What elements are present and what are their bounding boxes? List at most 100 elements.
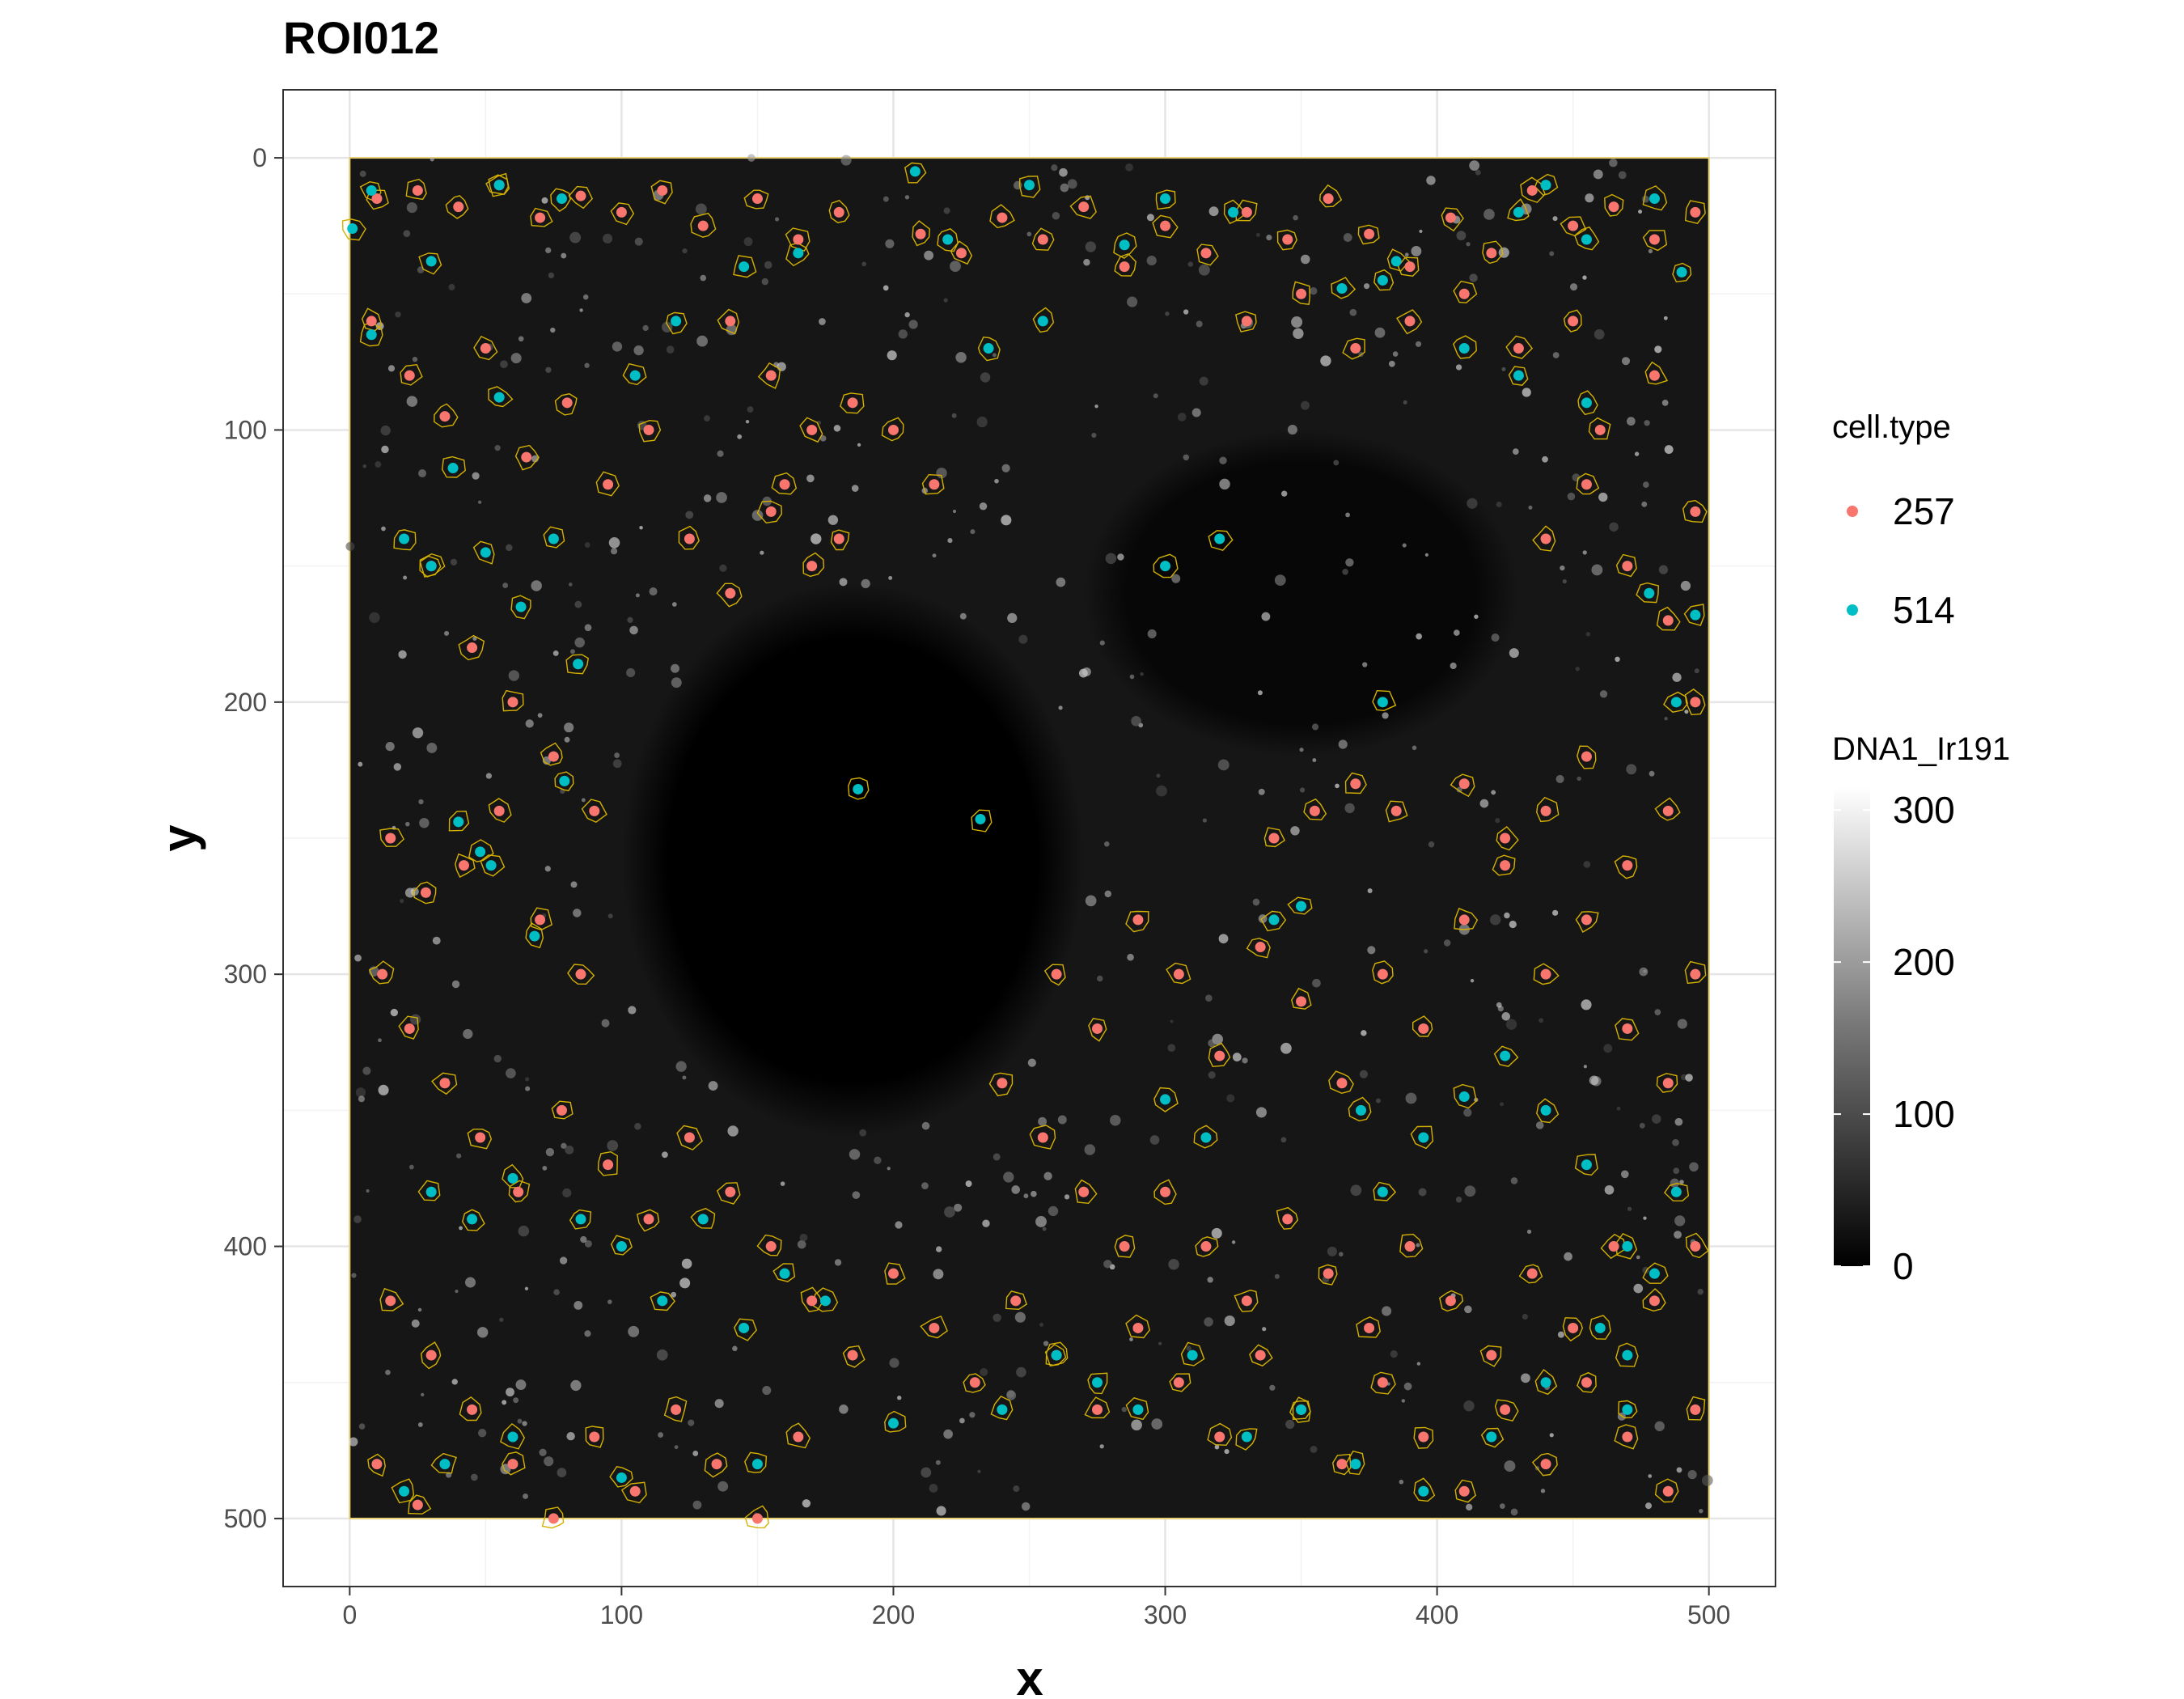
cell-outline (1373, 1181, 1397, 1201)
nucleus-speckle (559, 1256, 568, 1265)
nucleus-speckle (1345, 512, 1350, 518)
x-tick-label: 100 (600, 1600, 643, 1629)
cell-point (1037, 316, 1048, 327)
nucleus-speckle (1634, 451, 1640, 456)
cell-outline (1642, 185, 1668, 211)
cell-point (1214, 1050, 1225, 1061)
cell-point (1500, 1404, 1511, 1415)
cell-outline (1479, 1345, 1502, 1367)
cell-point (942, 234, 954, 245)
nucleus-speckle (612, 759, 622, 769)
nucleus-speckle (1564, 1252, 1572, 1261)
legend-label-514: 514 (1893, 589, 1955, 631)
nucleus-speckle (679, 1277, 691, 1289)
nucleus-speckle (410, 1014, 421, 1025)
nucleus-speckle (1214, 1444, 1220, 1450)
nucleus-speckle (1581, 999, 1592, 1011)
cell-point (1649, 1268, 1660, 1279)
cell-outline (799, 417, 823, 443)
nucleus-speckle (811, 533, 822, 544)
nucleus-speckle (353, 1215, 362, 1223)
legend-label-257: 257 (1893, 490, 1955, 532)
cell-outline (1386, 248, 1411, 272)
cell-point (1540, 968, 1551, 980)
nucleus-speckle (568, 583, 573, 587)
cell-point (1458, 1091, 1470, 1103)
nucleus-speckle (943, 1429, 953, 1439)
nucleus-speckle (515, 1379, 527, 1391)
cell-point (439, 411, 451, 422)
cell-point (439, 1078, 451, 1089)
nucleus-speckle (1664, 445, 1674, 455)
nucleus-speckle (378, 1084, 389, 1095)
cell-point (475, 846, 486, 858)
nucleus-speckle (1207, 1277, 1213, 1283)
nucleus-speckle (1027, 1058, 1036, 1067)
cell-outline (420, 1341, 442, 1370)
cell-point (1500, 860, 1511, 871)
cell-outline (1208, 1042, 1231, 1068)
cell-outline (1684, 200, 1706, 224)
cell-point (1024, 180, 1035, 191)
cell-point (404, 370, 415, 381)
nucleus-speckle (1083, 259, 1090, 266)
cell-point (1568, 316, 1579, 327)
cell-outline (458, 634, 485, 661)
cell-point (1241, 316, 1252, 327)
cell-outline (597, 1150, 618, 1176)
nucleus-speckle (1056, 577, 1066, 587)
nucleus-speckle (1013, 1485, 1020, 1493)
cell-outline (884, 1410, 907, 1433)
x-axis-title: x (1016, 1651, 1043, 1699)
cell-outline (1328, 1070, 1354, 1095)
cell-point (535, 914, 546, 926)
nucleus-speckle (1052, 211, 1060, 220)
nucleus-speckle (1404, 252, 1409, 257)
nucleus-speckle (1643, 1216, 1647, 1220)
nucleus-speckle (943, 207, 950, 214)
nucleus-speckle (553, 1289, 560, 1295)
nucleus-speckle (1170, 1019, 1174, 1023)
cell-point (1594, 1322, 1606, 1333)
cell-outline (848, 777, 870, 800)
cell-outline (405, 178, 427, 201)
colorbar-label: 0 (1893, 1245, 1914, 1287)
cell-point (1119, 1241, 1130, 1252)
nucleus-speckle (584, 362, 590, 368)
cell-outline (1292, 281, 1310, 305)
nucleus-speckle (1663, 316, 1668, 320)
cell-point (1092, 1377, 1103, 1388)
nucleus-speckle (1001, 464, 1010, 472)
nucleus-speckle (762, 1386, 772, 1396)
nucleus-speckle (525, 719, 534, 728)
cell-point (1200, 248, 1212, 259)
nucleus-speckle (1202, 818, 1207, 823)
nucleus-speckle (574, 600, 582, 608)
nucleus-speckle (849, 1149, 861, 1160)
cell-outline (1615, 1018, 1640, 1041)
cell-outline (1577, 390, 1598, 416)
y-axis-title: y (152, 824, 206, 852)
nucleus-speckle (1043, 1341, 1049, 1346)
cell-outline (1193, 1125, 1218, 1149)
cell-point (366, 316, 377, 327)
cell-outline (717, 308, 740, 335)
cell-point (1160, 220, 1171, 231)
nucleus-speckle (1475, 169, 1481, 176)
cell-outline (1114, 1235, 1136, 1258)
nucleus-speckle (703, 494, 712, 502)
cell-point (467, 1404, 478, 1415)
nucleus-speckle (898, 329, 908, 339)
cell-point (1092, 1404, 1103, 1415)
cell-outline (1614, 855, 1638, 879)
nucleus-speckle (1642, 481, 1649, 488)
cell-outline (1589, 1315, 1611, 1340)
cell-outline (881, 417, 904, 442)
nucleus-speckle (994, 478, 999, 484)
nucleus-speckle (381, 526, 386, 532)
cell-point (1214, 533, 1225, 544)
cell-point (1160, 1094, 1171, 1105)
cell-outline (473, 336, 498, 361)
cell-outline (1618, 1400, 1638, 1419)
cell-outline (379, 1287, 404, 1311)
